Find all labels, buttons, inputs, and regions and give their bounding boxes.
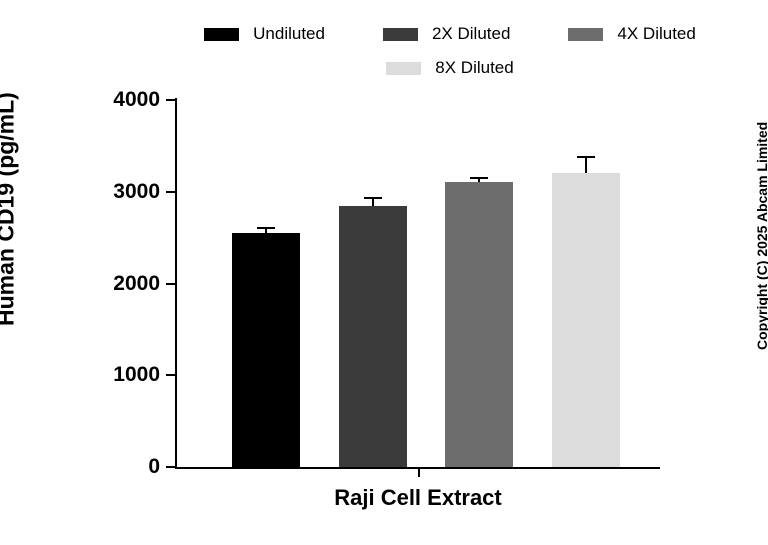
error-bar-line — [265, 227, 267, 234]
error-bar-cap — [577, 156, 595, 159]
legend-label: Undiluted — [253, 24, 325, 43]
legend-item: Undiluted — [204, 24, 325, 44]
y-tick-label: 1000 — [113, 363, 160, 387]
legend-item: 8X Diluted — [386, 58, 514, 78]
bar — [232, 233, 300, 467]
x-tick — [418, 469, 420, 477]
y-tick — [166, 374, 175, 377]
legend: Undiluted 2X Diluted 4X Diluted 8X Diluted — [140, 24, 760, 78]
error-bar-cap — [470, 176, 488, 179]
x-axis-line — [175, 467, 660, 469]
error-bar-line — [478, 177, 480, 182]
legend-label: 8X Diluted — [435, 58, 514, 77]
legend-item: 4X Diluted — [568, 24, 696, 44]
legend-swatch — [382, 27, 418, 41]
bar — [339, 206, 407, 467]
legend-label: 2X Diluted — [431, 24, 511, 43]
y-tick — [166, 99, 175, 101]
bar — [552, 173, 620, 467]
y-tick — [166, 282, 175, 285]
legend-row: Undiluted 2X Diluted 4X Diluted — [140, 24, 760, 44]
y-tick-label: 3000 — [113, 179, 160, 203]
y-axis-line — [175, 98, 177, 469]
legend-label: 4X Diluted — [617, 24, 696, 43]
error-bar-cap — [364, 196, 382, 199]
y-axis-label: Human CD19 (pg/mL) — [0, 92, 19, 326]
error-bar-line — [372, 197, 374, 207]
legend-swatch — [386, 61, 422, 75]
legend-swatch — [204, 27, 240, 41]
legend-row: 8X Diluted — [140, 58, 760, 78]
error-bar-cap — [257, 226, 275, 229]
error-bar-line — [585, 157, 587, 174]
y-tick-label: 2000 — [113, 271, 160, 295]
legend-item: 2X Diluted — [382, 24, 511, 44]
y-tick — [166, 190, 175, 193]
y-tick — [166, 466, 175, 468]
legend-swatch — [568, 27, 604, 41]
copyright-text: Copyright (C) 2025 Abcam Limited — [754, 121, 768, 350]
y-tick-label: 4000 — [113, 88, 160, 111]
bar — [445, 181, 513, 467]
y-tick-label: 0 — [148, 455, 160, 478]
x-axis-label: Raji Cell Extract — [334, 485, 502, 510]
